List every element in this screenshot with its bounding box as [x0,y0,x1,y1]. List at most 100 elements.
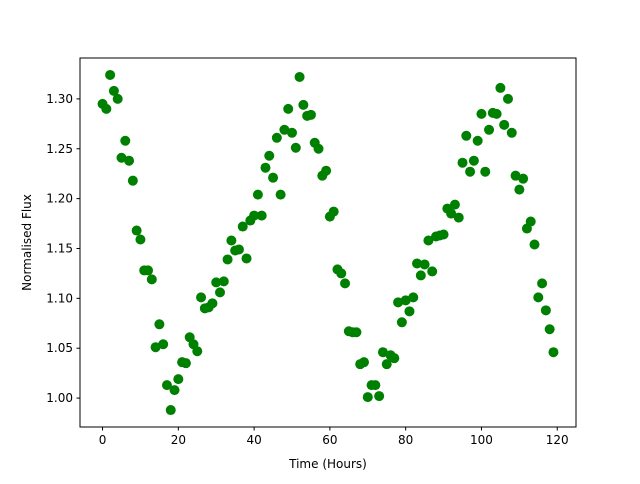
data-point [537,278,548,289]
data-point [305,109,316,120]
data-point [358,357,369,368]
data-point [127,175,138,186]
data-point [468,155,479,166]
data-point [116,152,127,163]
data-point [165,405,176,416]
data-point [105,69,116,80]
y-tick-label: 1.25 [46,142,73,156]
data-point [544,324,555,335]
data-point [211,277,222,288]
data-point [453,212,464,223]
data-point [340,278,351,289]
y-tick-label: 1.15 [46,241,73,255]
data-point [461,130,472,141]
data-point [131,225,142,236]
x-tick-label: 120 [546,433,569,447]
data-point [108,85,119,96]
data-point [393,297,404,308]
data-point [510,170,521,181]
data-point [279,124,290,135]
data-point [472,135,483,146]
data-point [173,374,184,385]
data-point [124,155,135,166]
data-point [112,93,123,104]
y-tick-label: 1.10 [46,291,73,305]
y-tick-label: 1.20 [46,192,73,206]
data-point [207,298,218,309]
data-point [283,103,294,114]
y-axis-ticks: 1.00 1.05 1.10 1.15 1.20 1.25 1.30 [46,92,80,405]
data-point [264,150,275,161]
data-point [271,132,282,143]
data-point [256,210,267,221]
data-point [412,258,423,269]
y-tick-label: 1.05 [46,341,73,355]
y-tick-label: 1.00 [46,391,73,405]
data-point [260,162,271,173]
x-axis-ticks: 0 20 40 60 80 100 120 [99,427,569,447]
data-point [294,71,305,82]
data-point [548,347,559,358]
data-point [495,82,506,93]
data-point [400,295,411,306]
data-point [218,276,229,287]
data-point [540,305,551,316]
y-tick-label: 1.30 [46,92,73,106]
data-point [533,292,544,303]
x-tick-label: 20 [171,433,186,447]
data-point [438,229,449,240]
data-point [161,380,172,391]
data-point [150,342,161,353]
data-point [351,327,362,338]
x-tick-label: 100 [470,433,493,447]
x-axis-label: Time (Hours) [288,457,367,471]
data-point [502,93,513,104]
data-point [135,234,146,245]
data-point [158,339,169,350]
data-point [169,385,180,396]
data-point [415,270,426,281]
data-point [484,124,495,135]
data-point [252,189,263,200]
data-point [143,265,154,276]
data-point [506,127,517,138]
data-point [215,287,226,298]
x-tick-label: 0 [99,433,107,447]
data-point [374,391,385,402]
data-point [518,173,529,184]
data-point [249,210,260,221]
data-point [476,108,487,119]
data-point [146,274,157,285]
data-point [514,184,525,195]
data-point [180,358,191,369]
data-point [499,119,510,130]
data-point [449,199,460,210]
data-point [328,206,339,217]
data-point [465,166,476,177]
data-point [237,221,248,232]
data-point [192,346,203,357]
data-point [408,292,419,303]
data-point [446,208,457,219]
data-point [196,292,207,303]
data-point [480,166,491,177]
data-point [233,244,244,255]
x-tick-label: 60 [322,433,337,447]
data-point [101,103,112,114]
data-point [298,99,309,110]
data-point [491,108,502,119]
data-point [226,235,237,246]
data-point [362,392,373,403]
data-point [290,142,301,153]
data-point [457,157,468,168]
data-point [222,254,233,265]
data-point [120,135,131,146]
data-point [268,172,279,183]
data-point [336,268,347,279]
x-tick-label: 40 [246,433,261,447]
data-point [154,319,165,330]
axes-frame [79,57,577,428]
data-point [275,189,286,200]
data-point [419,259,430,270]
